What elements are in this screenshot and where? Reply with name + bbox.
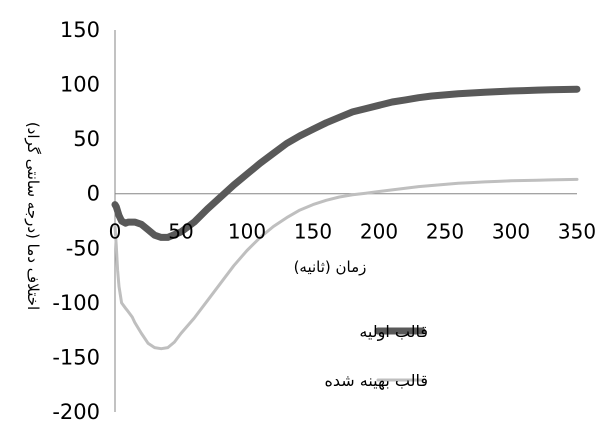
x-tick-label: 250 xyxy=(426,220,464,244)
series-layer xyxy=(111,85,581,351)
y-tick-label: -50 xyxy=(66,236,100,260)
x-tick-label: 150 xyxy=(294,220,332,244)
x-tick-label: 300 xyxy=(492,220,530,244)
legend-label-initial-mold: قالب اولیه xyxy=(359,322,428,342)
x-axis-title: زمان (ثانیه) xyxy=(294,258,367,276)
y-axis-title: اختلاف دما (درجه سانتی گراد) xyxy=(24,122,42,310)
x-tick-label: 100 xyxy=(228,220,266,244)
y-tick-label: 150 xyxy=(60,18,100,42)
x-tick-label: 0 xyxy=(109,220,122,244)
x-tick-labels: 0 50 100 150 200 250 300 350 xyxy=(109,220,596,244)
series-line-1 xyxy=(113,177,579,351)
y-tick-label: 100 xyxy=(60,73,100,97)
y-tick-label: -100 xyxy=(52,291,100,315)
x-tick-label: 350 xyxy=(558,220,596,244)
y-tick-label: 50 xyxy=(73,127,100,151)
legend-label-optimized-mold: قالب بهینه شده xyxy=(324,371,428,391)
legend: قالب اولیه قالب بهینه شده xyxy=(324,322,428,391)
y-tick-labels: 150 100 50 0 -50 -100 -150 -200 xyxy=(52,18,100,424)
x-tick-label: 200 xyxy=(360,220,398,244)
axes xyxy=(114,30,577,412)
series-line-0 xyxy=(111,85,581,241)
y-tick-label: -200 xyxy=(52,400,100,421)
x-tick-label: 50 xyxy=(168,220,193,244)
y-tick-label: 0 xyxy=(87,182,100,206)
y-tick-label: -150 xyxy=(52,345,100,369)
